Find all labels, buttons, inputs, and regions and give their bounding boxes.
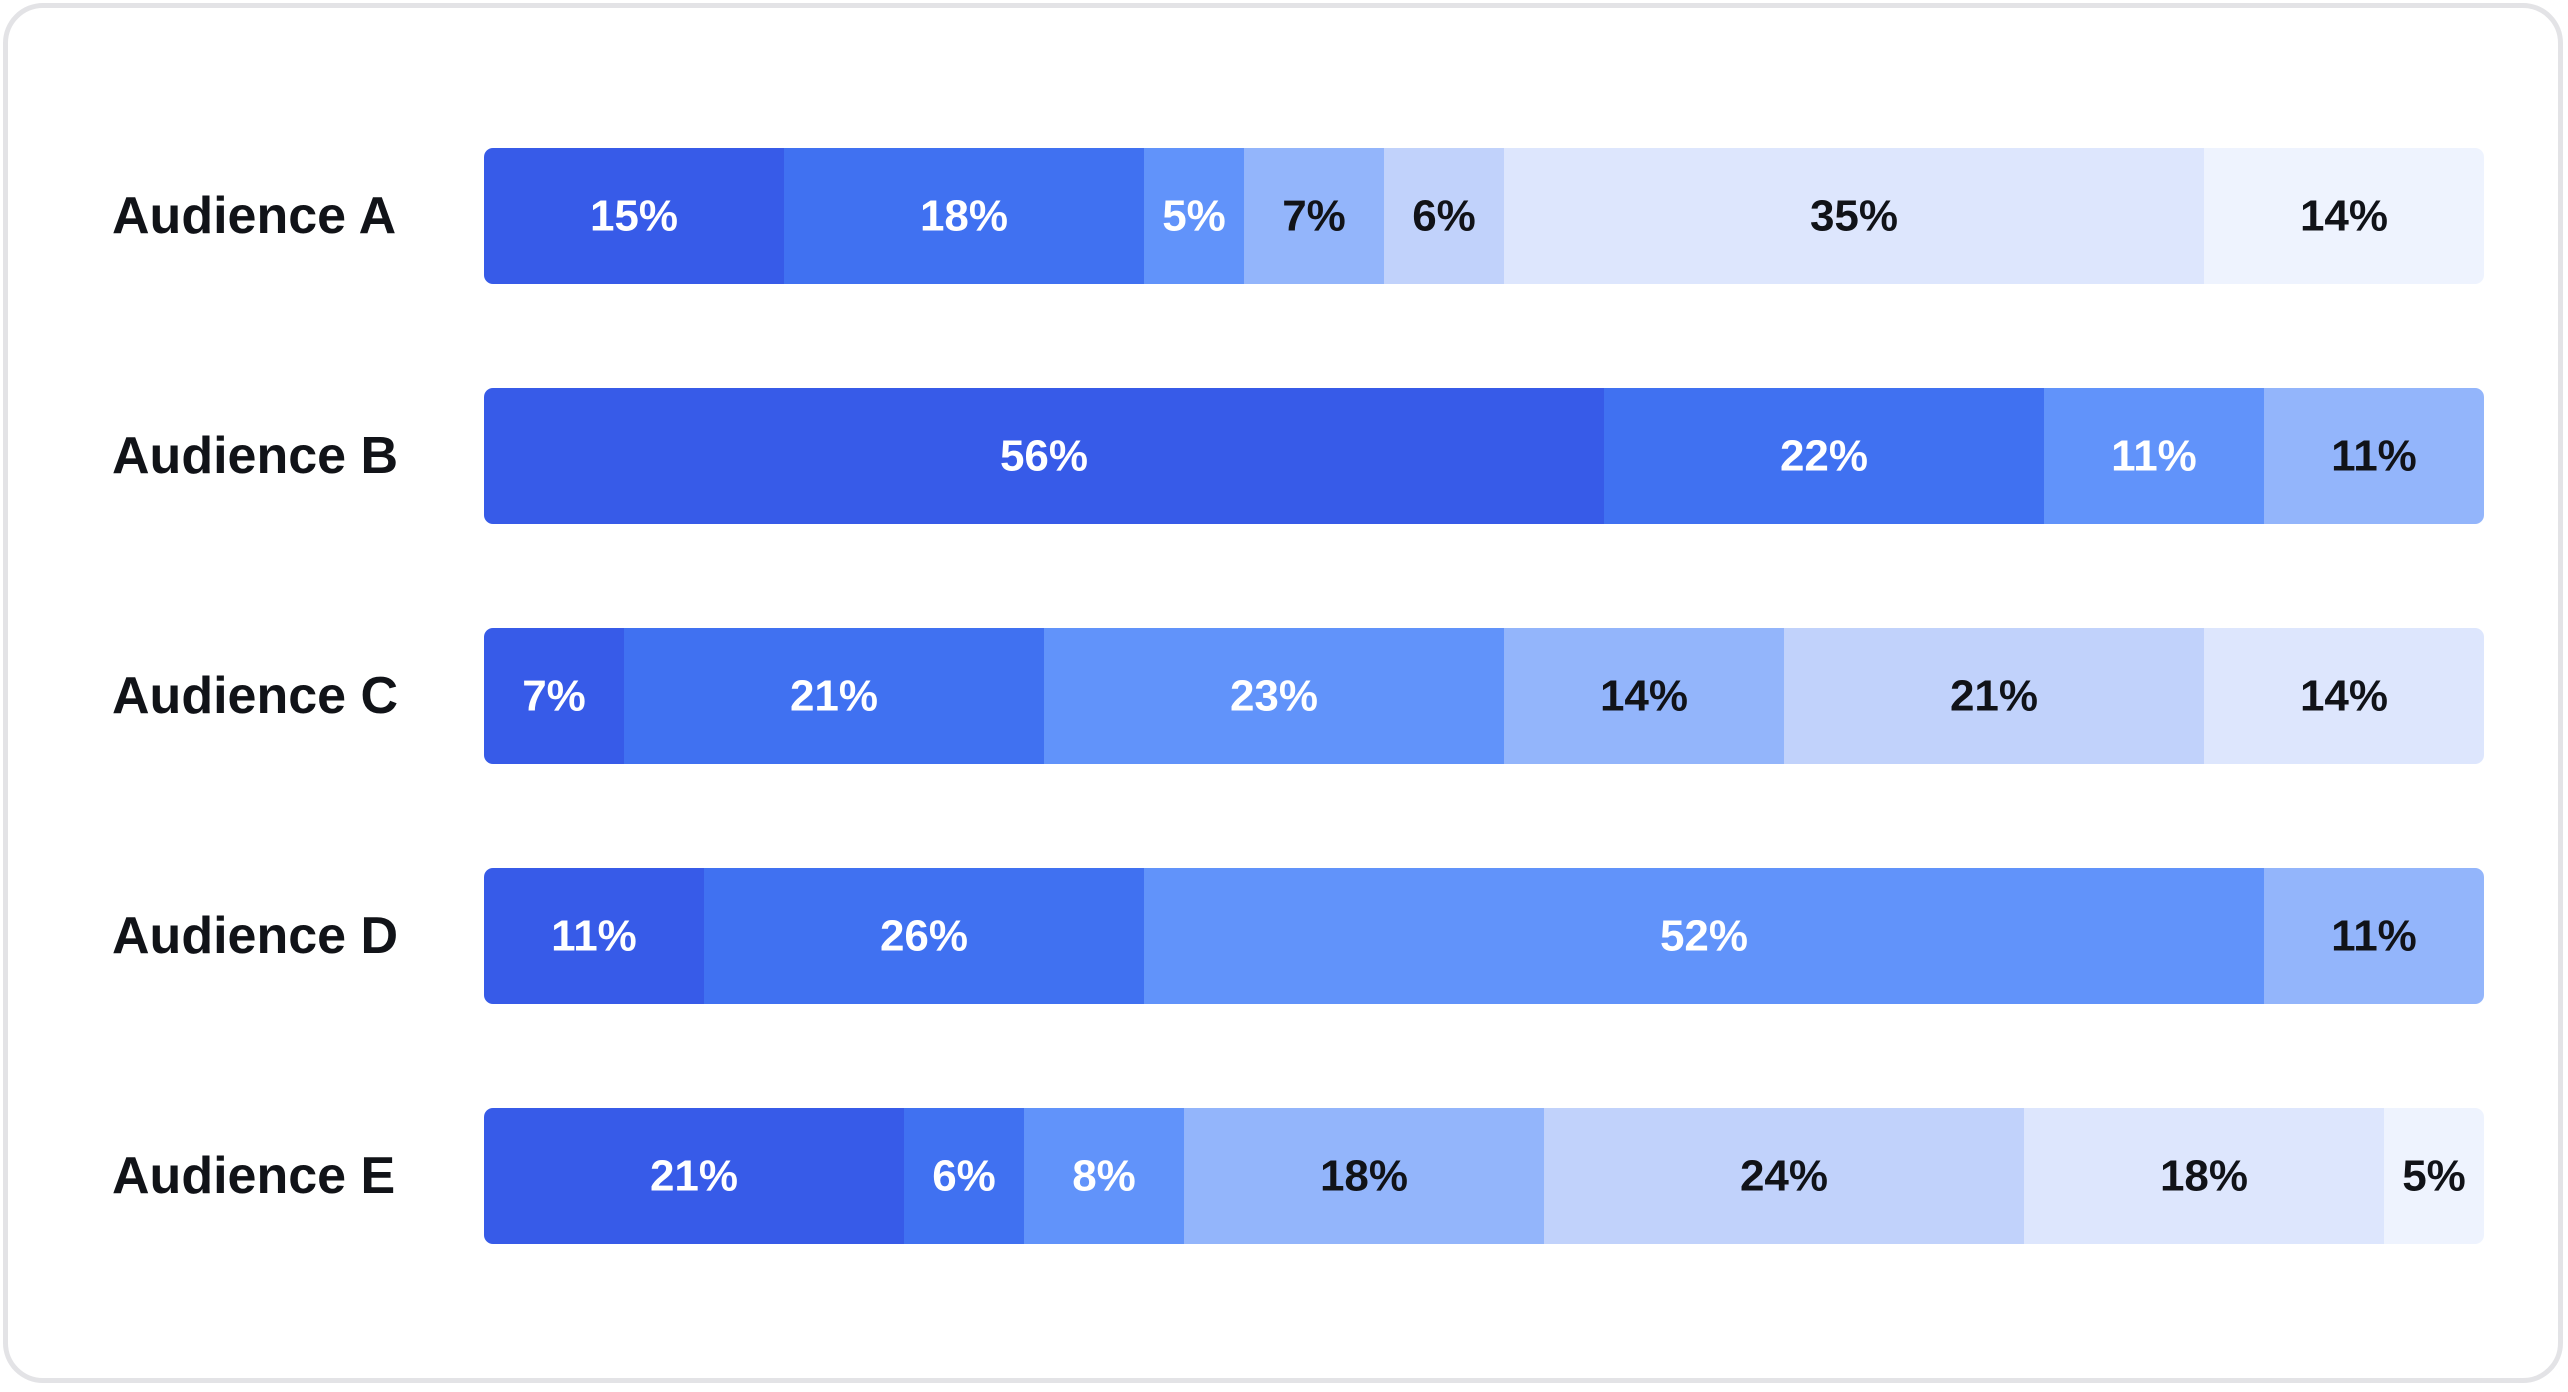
bar-segment-audience-e-7 bbox=[2384, 1108, 2484, 1244]
bar-audience-b bbox=[484, 388, 2484, 524]
data-label-audience-d-1: 11% bbox=[551, 912, 637, 961]
data-label-audience-a-7: 14% bbox=[2300, 192, 2388, 241]
data-label-audience-d-3: 52% bbox=[1660, 912, 1748, 961]
data-label-audience-c-4: 14% bbox=[1600, 672, 1688, 721]
row-label-audience-a: Audience A bbox=[112, 187, 396, 245]
data-label-audience-a-2: 18% bbox=[920, 192, 1008, 241]
bar-segment-audience-c-6 bbox=[2204, 628, 2484, 764]
data-label-audience-b-1: 56% bbox=[1000, 432, 1088, 481]
bar-segment-audience-b-2 bbox=[1604, 388, 2045, 524]
data-label-audience-d-4: 11% bbox=[2331, 912, 2417, 961]
data-label-audience-c-2: 21% bbox=[790, 672, 878, 721]
data-label-audience-e-3: 8% bbox=[1072, 1152, 1136, 1201]
bar-segment-audience-c-4 bbox=[1504, 628, 1785, 764]
bar-segment-audience-b-3 bbox=[2044, 388, 2265, 524]
data-label-audience-b-3: 11% bbox=[2111, 432, 2197, 481]
bar-segment-audience-a-7 bbox=[2204, 148, 2484, 284]
row-label-audience-b: Audience B bbox=[112, 427, 398, 485]
data-label-audience-a-6: 35% bbox=[1810, 192, 1898, 241]
bar-segment-audience-c-2 bbox=[624, 628, 1045, 764]
bar-segment-audience-e-4 bbox=[1184, 1108, 1545, 1244]
bar-segment-audience-e-3 bbox=[1024, 1108, 1185, 1244]
bar-segment-audience-b-4 bbox=[2264, 388, 2484, 524]
bar-segment-audience-d-3 bbox=[1144, 868, 2265, 1004]
data-label-audience-e-4: 18% bbox=[1320, 1152, 1408, 1201]
bar-audience-c bbox=[484, 628, 2484, 764]
row-label-audience-e: Audience E bbox=[112, 1147, 395, 1205]
bar-segment-audience-d-1 bbox=[484, 868, 705, 1004]
bar-segment-audience-c-1 bbox=[484, 628, 625, 764]
bar-audience-a bbox=[484, 148, 2484, 284]
data-label-audience-a-5: 6% bbox=[1412, 192, 1476, 241]
data-label-audience-e-1: 21% bbox=[650, 1152, 738, 1201]
bar-audience-e bbox=[484, 1108, 2484, 1244]
bar-segment-audience-c-5 bbox=[1784, 628, 2205, 764]
data-label-audience-c-6: 14% bbox=[2300, 672, 2388, 721]
bar-segment-audience-a-1 bbox=[484, 148, 785, 284]
data-label-audience-d-2: 26% bbox=[880, 912, 968, 961]
bar-segment-audience-e-6 bbox=[2024, 1108, 2385, 1244]
bar-segment-audience-e-1 bbox=[484, 1108, 905, 1244]
data-label-audience-e-6: 18% bbox=[2160, 1152, 2248, 1201]
data-label-audience-a-1: 15% bbox=[590, 192, 678, 241]
data-label-audience-e-2: 6% bbox=[932, 1152, 996, 1201]
bar-segment-audience-d-4 bbox=[2264, 868, 2484, 1004]
row-label-audience-c: Audience C bbox=[112, 667, 398, 725]
bar-segment-audience-a-3 bbox=[1144, 148, 1245, 284]
bar-segment-audience-e-5 bbox=[1544, 1108, 2025, 1244]
bar-audience-d bbox=[484, 868, 2484, 1004]
data-label-audience-b-4: 11% bbox=[2331, 432, 2417, 481]
bar-segment-audience-d-2 bbox=[704, 868, 1145, 1004]
data-label-audience-b-2: 22% bbox=[1780, 432, 1868, 481]
row-label-audience-d: Audience D bbox=[112, 907, 398, 965]
data-label-audience-a-3: 5% bbox=[1162, 192, 1226, 241]
bar-segment-audience-c-3 bbox=[1044, 628, 1505, 764]
bar-segment-audience-a-6 bbox=[1504, 148, 2205, 284]
bar-segment-audience-b-1 bbox=[484, 388, 1605, 524]
data-label-audience-c-5: 21% bbox=[1950, 672, 2038, 721]
data-label-audience-e-7: 5% bbox=[2402, 1152, 2466, 1201]
data-label-audience-a-4: 7% bbox=[1282, 192, 1346, 241]
bar-segment-audience-a-2 bbox=[784, 148, 1145, 284]
data-label-audience-c-3: 23% bbox=[1230, 672, 1318, 721]
bar-segment-audience-a-5 bbox=[1384, 148, 1505, 284]
data-label-audience-e-5: 24% bbox=[1740, 1152, 1828, 1201]
bar-segment-audience-a-4 bbox=[1244, 148, 1385, 284]
bar-segment-audience-e-2 bbox=[904, 1108, 1025, 1244]
data-label-audience-c-1: 7% bbox=[522, 672, 586, 721]
